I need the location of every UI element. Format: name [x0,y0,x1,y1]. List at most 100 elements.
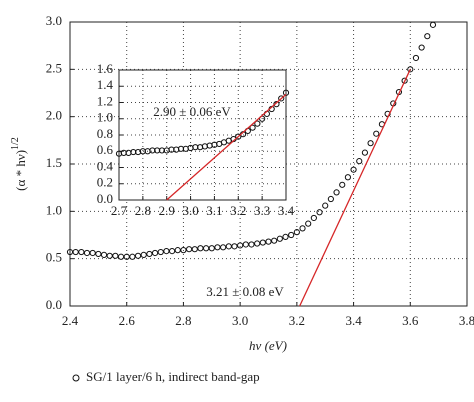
y-tick-label: 1.0 [46,202,62,217]
data-point [174,247,181,254]
data-point [242,241,249,248]
data-point [310,214,317,222]
x-tick-label: 3.2 [230,203,246,218]
data-point [146,250,153,258]
data-point [72,248,79,256]
data-point [367,140,374,147]
x-tick-label: 2.8 [135,203,151,218]
y-tick-label: 2.0 [46,108,62,123]
data-point [95,250,102,258]
data-point [344,174,351,181]
data-point [129,253,136,260]
data-point [117,253,125,260]
data-point [361,149,369,156]
x-tick-label: 3.6 [402,313,419,328]
data-point [282,89,290,96]
data-point [248,241,255,248]
y-tick-label: 1.0 [97,110,113,125]
data-point [356,158,363,165]
data-point [203,245,210,252]
data-point [186,246,193,253]
data-point [350,166,357,173]
data-point [191,246,198,253]
x-axis-label: hν (eV) [249,338,287,353]
fit-line [299,69,411,307]
y-tick-label: 1.5 [46,155,62,170]
x-tick-label: 3.0 [232,313,248,328]
y-axis-label-exponent: 1/2 [10,137,21,150]
x-tick-label: 2.4 [62,313,79,328]
data-point [220,244,227,251]
data-point [140,251,147,258]
y-tick-label: 0.0 [97,191,113,206]
data-point [282,233,289,240]
data-point [157,248,164,256]
y-tick-label: 0.2 [97,175,113,190]
data-point [112,252,119,259]
data-point [208,245,215,252]
data-point [225,243,232,250]
data-point [78,248,85,256]
data-point [151,249,159,257]
x-tick-label: 3.0 [182,203,198,218]
x-tick-label: 3.2 [289,313,305,328]
data-point [83,249,91,257]
data-point [407,66,414,73]
x-tick-label: 2.9 [159,203,175,218]
data-point [89,249,96,257]
y-tick-label: 0.0 [46,297,62,312]
data-point [197,245,204,252]
data-point [322,202,329,209]
annotation: 2.90 ± 0.06 eV [153,104,231,119]
data-point [276,235,283,242]
data-point [305,220,312,227]
data-point [333,189,340,196]
data-point [327,195,334,203]
y-tick-label: 0.4 [97,158,114,173]
data-point [288,231,295,239]
y-tick-label: 0.8 [97,126,113,141]
data-point [254,240,261,247]
data-point [299,225,306,232]
data-point [412,54,420,62]
inset-background [119,70,286,200]
data-point [134,252,142,259]
plot-frame [118,69,287,201]
data-point [293,229,300,236]
data-point [271,237,278,244]
x-tick-label: 3.4 [345,313,362,328]
y-tick-label: 3.0 [46,13,62,28]
x-tick-label: 3.1 [206,203,222,218]
data-point [106,252,113,259]
data-point [373,130,380,137]
data-point [278,95,285,102]
data-point [418,44,425,51]
y-tick-label: 2.5 [46,60,62,75]
y-tick-label: 0.6 [97,142,114,157]
data-point [237,242,244,249]
data-point [214,244,221,251]
data-point [180,247,187,254]
data-point [316,209,323,216]
data-point [100,251,108,258]
legend-label: SG/1 layer/6 h, indirect band-gap [86,369,260,384]
plot-frame [69,21,468,307]
x-tick-label: 2.7 [111,203,128,218]
data-point [163,247,170,255]
data-point [235,133,242,140]
fit-line [166,93,287,201]
x-tick-label: 3.4 [278,203,295,218]
data-point [401,77,408,84]
x-tick-label: 3.3 [254,203,270,218]
data-point [273,101,280,108]
data-point [249,124,256,131]
x-tick-label: 2.8 [175,313,191,328]
y-axis-label-base: (α * hν) [13,150,28,191]
y-tick-label: 0.5 [46,250,62,265]
annotation: 3.21 ± 0.08 eV [206,284,284,299]
y-axis-label: (α * hν)1/2 [10,137,28,191]
legend-marker [72,374,80,382]
x-tick-label: 3.8 [459,313,474,328]
data-point [168,247,176,255]
